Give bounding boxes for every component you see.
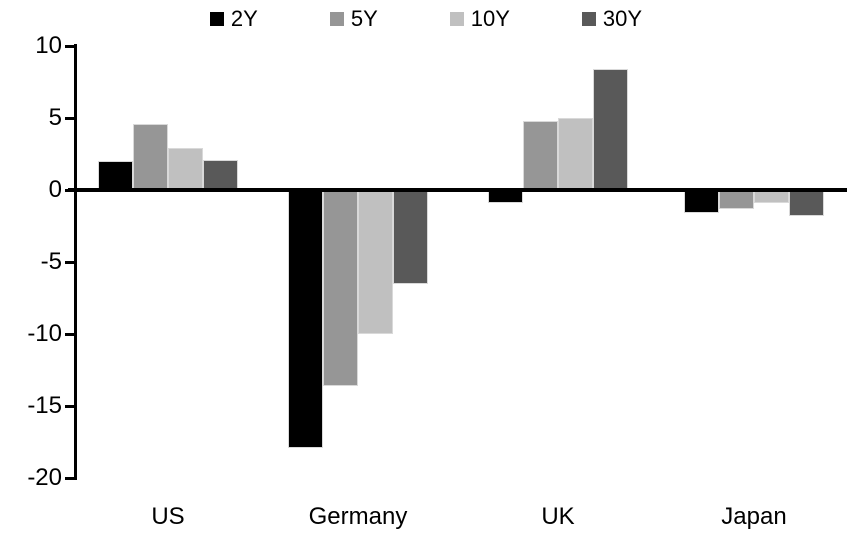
y-axis-tick: [65, 333, 74, 336]
legend-swatch-10y-icon: [449, 12, 464, 26]
y-tick-label: 10: [35, 32, 62, 59]
legend-swatch-30y-icon: [581, 12, 596, 26]
legend-item-2y: 2Y: [209, 6, 258, 31]
legend-item-30y: 30Y: [581, 6, 643, 31]
bar-germany-2y: [288, 190, 323, 448]
x-category-label-us: US: [151, 503, 185, 530]
bar-us-2y: [98, 161, 133, 190]
y-tick-label: 5: [48, 104, 62, 131]
legend-swatch-2y-icon: [209, 12, 224, 26]
y-tick-label: 0: [48, 176, 62, 203]
x-axis-zero-line: [68, 188, 847, 192]
x-category-label-uk: UK: [541, 503, 575, 530]
legend-item-5y: 5Y: [329, 6, 378, 31]
legend-label-10y: 10Y: [470, 6, 510, 31]
legend-swatch-5y-icon: [329, 12, 344, 26]
bar-us-30y: [203, 159, 238, 190]
y-tick-label: -5: [40, 248, 62, 275]
y-axis-tick: [65, 477, 74, 480]
legend-label-2y: 2Y: [230, 6, 258, 31]
y-tick-label: -20: [27, 464, 62, 491]
x-category-label-germany: Germany: [308, 503, 408, 530]
y-axis-tick: [65, 261, 74, 264]
bar-uk-30y: [593, 69, 628, 190]
y-axis-tick: [65, 45, 74, 48]
bar-us-10y: [168, 148, 203, 190]
legend-label-5y: 5Y: [350, 6, 378, 31]
bar-germany-5y: [323, 190, 358, 386]
bar-japan-30y: [789, 190, 824, 216]
legend-item-10y: 10Y: [449, 6, 510, 31]
chart-legend: 2Y 5Y 10Y 30Y: [0, 8, 852, 30]
bar-germany-10y: [358, 190, 393, 334]
bar-uk-10y: [558, 118, 593, 190]
y-axis-tick: [65, 117, 74, 120]
legend-label-30y: 30Y: [602, 6, 643, 31]
bar-us-5y: [133, 123, 168, 190]
bar-japan-5y: [719, 190, 754, 209]
bar-germany-30y: [393, 190, 428, 284]
bar-japan-2y: [684, 190, 719, 214]
y-axis-tick: [65, 405, 74, 408]
y-tick-label: -10: [27, 320, 62, 347]
y-tick-label: -15: [27, 392, 62, 419]
y-axis-line: [74, 44, 77, 480]
bar-uk-5y: [523, 120, 558, 190]
x-category-label-japan: Japan: [721, 503, 787, 530]
